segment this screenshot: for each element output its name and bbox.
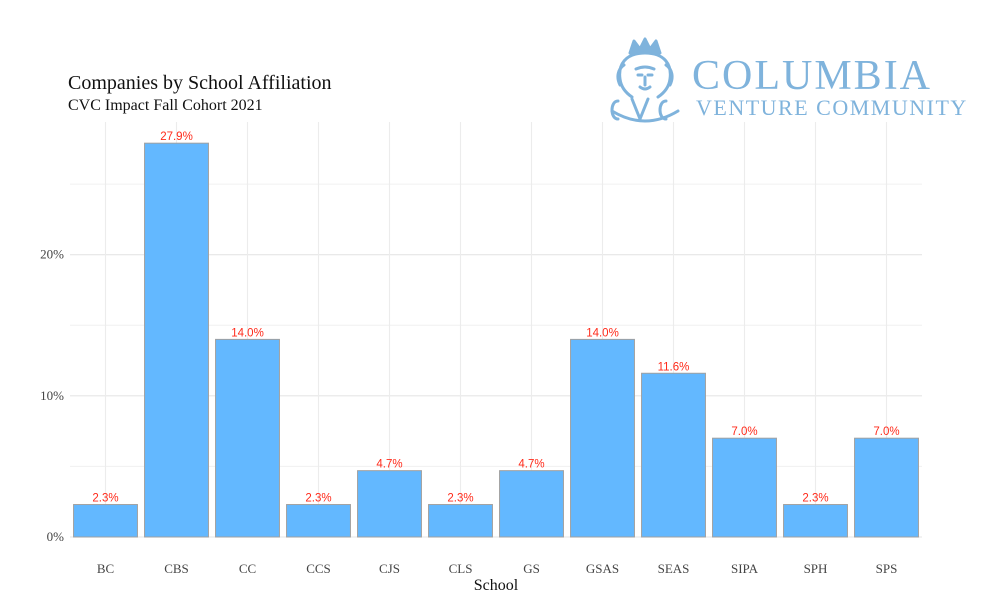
x-tick-label: SPH [804,561,828,576]
x-tick-label: CLS [449,561,473,576]
bar-seas [641,372,706,538]
y-tick-label: 10% [40,388,64,403]
y-tick-label: 0% [47,529,65,544]
data-label: 2.3% [802,493,828,505]
x-axis-title: School [474,577,519,594]
logo-text-columbia: COLUMBIA [692,53,933,99]
x-tick-label: CBS [164,561,189,576]
x-tick-label: SPS [876,561,898,576]
data-label: 2.3% [447,493,473,505]
logo-text-venture-community: VENTURE COMMUNITY [696,95,968,120]
data-label: 4.7% [376,459,402,471]
data-label: 2.3% [92,493,118,505]
bar-sipa [712,437,777,538]
x-tick-label: CC [239,561,256,576]
chart-subtitle: CVC Impact Fall Cohort 2021 [68,97,263,114]
data-label: 14.0% [231,327,264,339]
data-label: 7.0% [873,426,899,438]
x-tick-label: SEAS [658,561,690,576]
bar-sph [783,504,848,538]
data-label: 14.0% [586,327,619,339]
x-tick-label: CCS [306,561,331,576]
data-label: 27.9% [160,131,193,143]
bar-bc [73,504,138,538]
x-tick-label: BC [97,561,114,576]
bar-gsas [570,338,635,538]
bar-sps [854,437,919,538]
bar-cc [215,338,280,538]
x-tick-label: GSAS [586,561,619,576]
columbia-venture-community-logo: COLUMBIA VENTURE COMMUNITY [600,35,966,125]
data-label: 7.0% [731,426,757,438]
x-tick-label: SIPA [731,561,759,576]
data-label: 2.3% [305,493,331,505]
bar-cls [428,504,493,538]
x-tick-label: CJS [379,561,400,576]
x-tick-label: GS [523,561,540,576]
y-tick-label: 20% [40,247,64,262]
lion-crest-icon [610,37,680,123]
bar-gs [499,470,564,538]
data-label: 11.6% [658,361,690,373]
data-label: 4.7% [518,459,544,471]
bar-cjs [357,470,422,538]
chart-title: Companies by School Affiliation [68,72,332,94]
bar-cbs [144,142,209,538]
bar-ccs [286,504,351,538]
